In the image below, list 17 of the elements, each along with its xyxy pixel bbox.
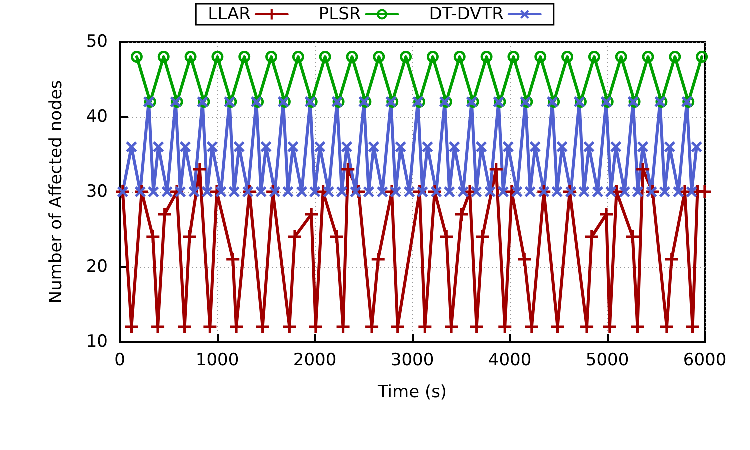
legend-label: DT-DVTR (429, 4, 504, 24)
y-tick-label: 50 (86, 32, 108, 52)
x-tick-label: 3000 (390, 350, 434, 370)
x-tick-label: 6000 (683, 350, 727, 370)
x-tick-label: 4000 (488, 350, 532, 370)
y-tick-label: 30 (86, 182, 108, 202)
x-axis-title: Time (s) (376, 382, 448, 402)
y-tick-label: 10 (86, 332, 108, 352)
x-tick-label: 1000 (196, 350, 240, 370)
y-tick-label: 40 (86, 107, 108, 127)
legend-label: LLAR (208, 4, 252, 24)
x-tick-label: 0 (114, 350, 126, 370)
x-tick-label: 5000 (586, 350, 630, 370)
y-tick-label: 20 (86, 257, 108, 277)
legend-label: PLSR (318, 4, 362, 24)
x-tick-label: 2000 (293, 350, 337, 370)
y-axis-title: Number of Affected nodes (46, 80, 66, 304)
